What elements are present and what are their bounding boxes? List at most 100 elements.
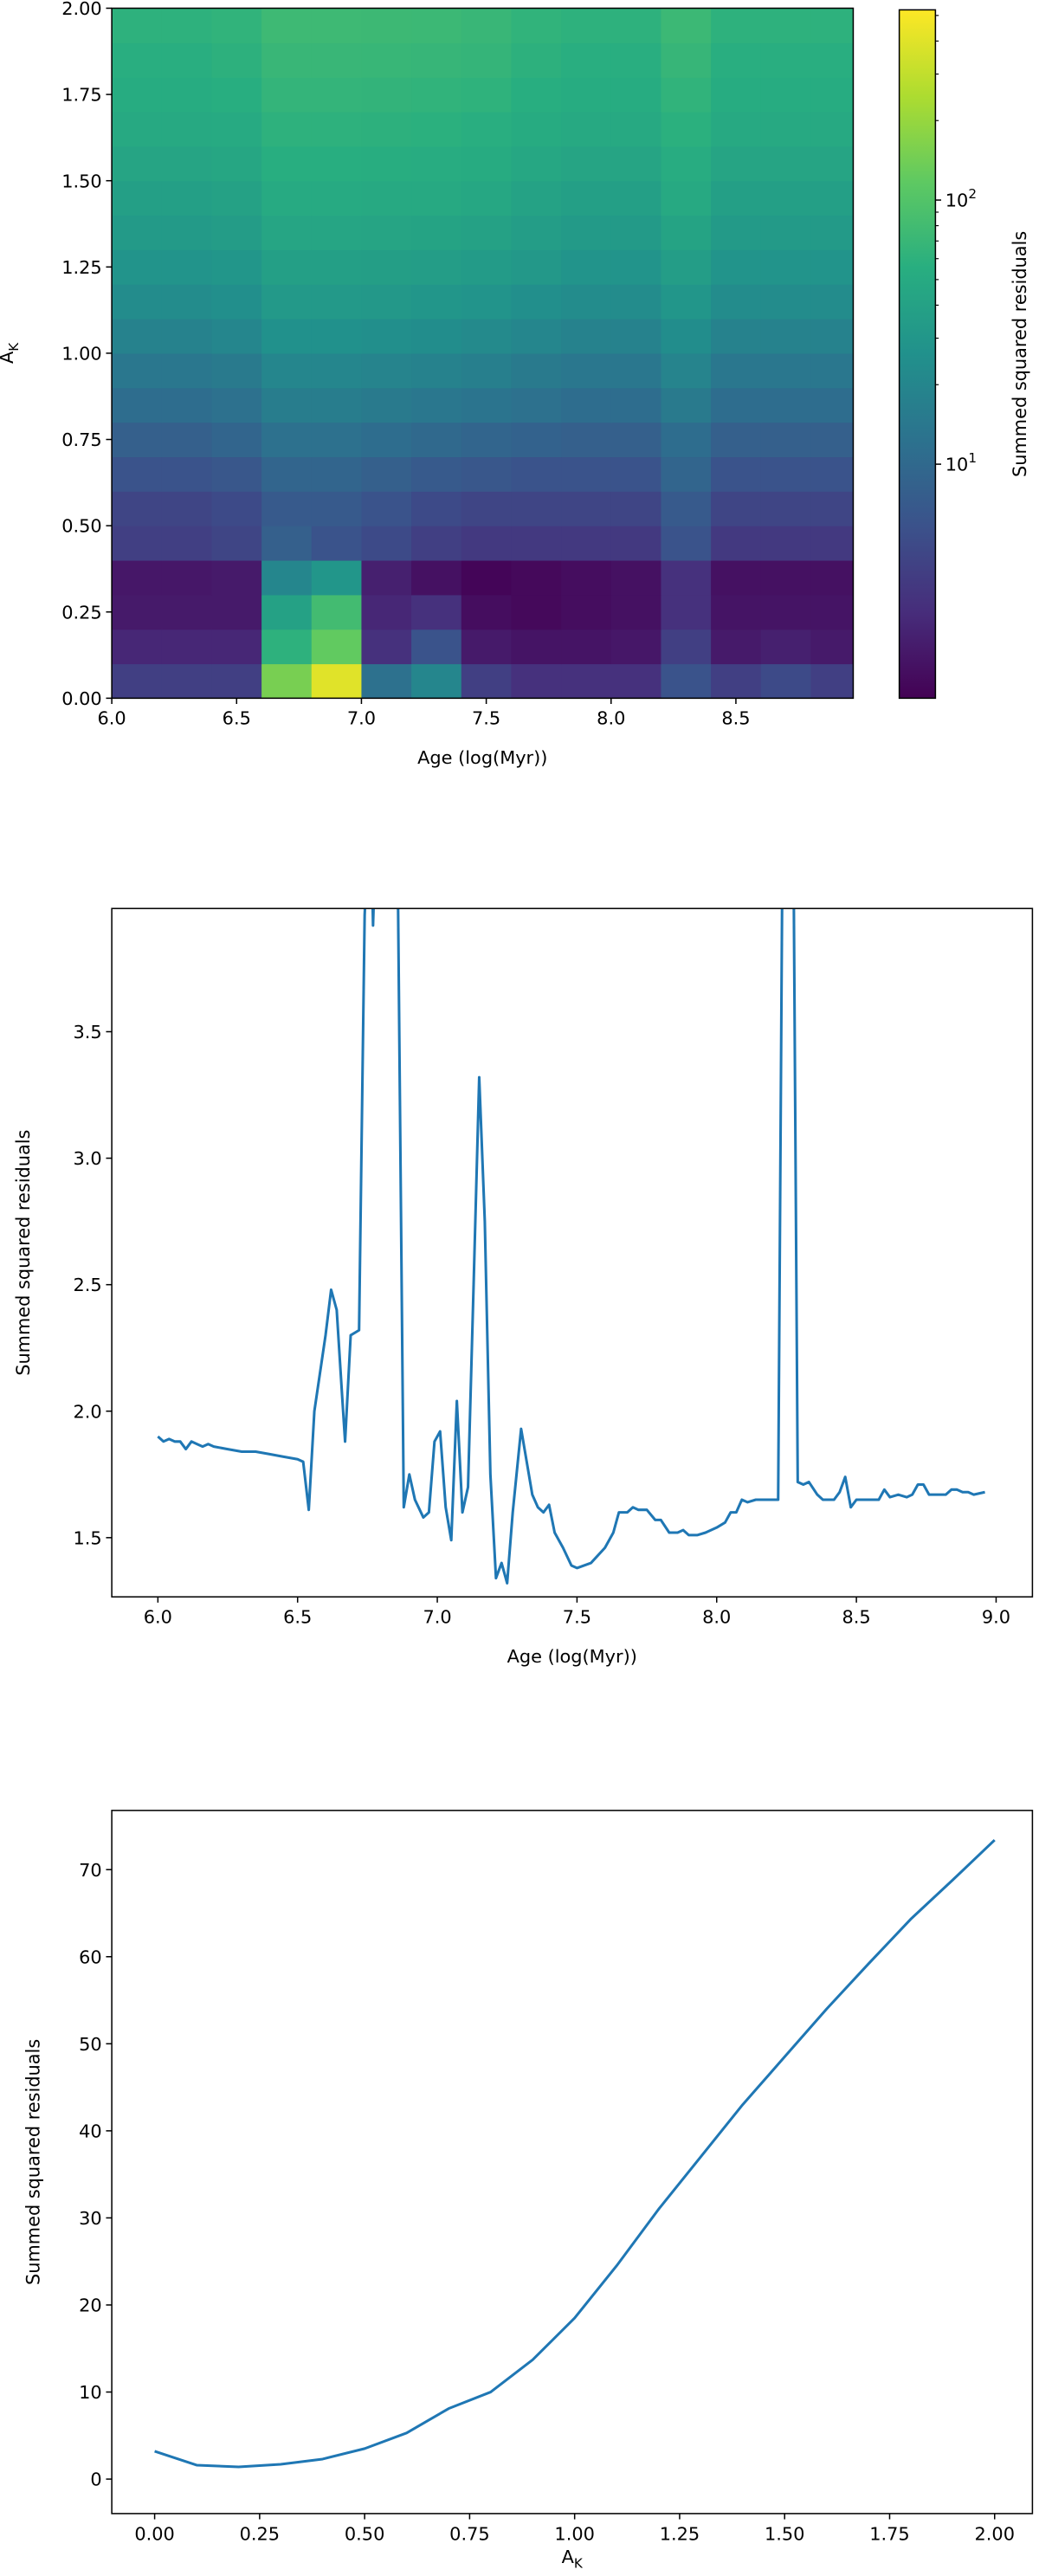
heat-cell [610,319,662,354]
heat-cell [211,77,262,113]
heat-cell [261,112,313,147]
heat-cell [610,112,662,147]
heat-cell [311,249,363,285]
heat-cell [361,112,412,147]
heat-cell [610,594,662,630]
heat-cell [511,112,562,147]
heat-cell [711,526,762,561]
heat-cell [760,112,811,147]
heat-cell [112,249,163,285]
heat-cell [361,559,412,596]
heat-cell [810,352,854,389]
y-tick-label: 1.00 [61,344,101,365]
heat-cell [810,422,854,458]
heat-cell [161,456,213,492]
heat-cell [311,491,363,526]
heat-cell [461,249,513,285]
heat-cell [261,249,313,285]
y-tick-label: 60 [79,1947,102,1967]
heat-cell [361,249,412,285]
heat-cell [211,319,262,354]
heat-cell [461,559,513,596]
heat-cell [361,456,412,492]
heat-cell [112,594,163,630]
x-axis-label: Age (log(Myr)) [507,1646,637,1667]
x-tick-label: 8.0 [597,708,625,729]
y-tick-label: 0.75 [61,429,101,450]
heat-cell [810,145,854,182]
heat-cell [711,180,762,216]
x-tick-label: 8.5 [721,708,750,729]
heat-cell [161,249,213,285]
plot-area [157,908,985,1585]
heat-cell [511,180,562,216]
heat-cell [112,422,163,458]
heat-cell [661,42,712,78]
heat-cell [261,663,313,699]
heat-cell [711,456,762,492]
heat-cell [411,594,462,630]
heat-cell [711,559,762,596]
heat-cell [760,215,811,250]
heat-cell [511,8,562,43]
heat-cell [161,594,213,630]
heat-cell [261,8,313,43]
heat-cell [760,491,811,526]
heat-cell [461,629,513,665]
heat-cell [561,180,612,216]
heat-cell [161,526,213,561]
heat-cell [361,8,412,43]
heat-cell [112,629,163,665]
heat-cell [461,180,513,216]
heat-cell [411,456,462,492]
heat-cell [211,284,262,320]
heat-cell [161,559,213,596]
heat-cell [661,629,712,665]
heat-cell [760,249,811,285]
heat-cell [711,352,762,389]
heat-cell [711,8,762,43]
heat-cell [261,629,313,665]
heat-cell [161,352,213,389]
heat-cell [411,215,462,250]
heat-cell [211,215,262,250]
heat-cell [711,663,762,699]
heat-cell [561,215,612,250]
heat-cell [112,8,163,43]
heat-cell [610,249,662,285]
heat-cell [411,249,462,285]
heat-cell [610,77,662,113]
heat-cell [661,559,712,596]
heat-cell [760,594,811,630]
heat-cell [361,42,412,78]
x-tick-label: 0.50 [345,2523,384,2544]
heat-cell [661,215,712,250]
heat-cell [161,145,213,182]
heat-cell [211,42,262,78]
heat-cell [361,180,412,216]
heat-cell [261,387,313,423]
heat-cell [411,112,462,147]
heat-cell [161,319,213,354]
heat-cell [411,526,462,561]
colorbar-label: Summed squared residuals [1010,231,1030,477]
y-tick-label: 2.5 [74,1275,102,1295]
heat-cell [711,422,762,458]
heat-cell [161,629,213,665]
heat-cell [511,526,562,561]
heat-cell [760,284,811,320]
heat-cell [361,352,412,389]
heat-cell [261,215,313,250]
y-tick-label: 2.00 [61,0,101,19]
heat-cell [760,77,811,113]
heat-cell [760,629,811,665]
line [157,908,985,1585]
x-tick-label: 6.0 [98,708,126,729]
heat-cell [561,8,612,43]
heat-cell [760,456,811,492]
heat-cell [261,559,313,596]
heat-cell [561,559,612,596]
heat-cell [211,387,262,423]
x-axis-label: Age (log(Myr)) [417,747,547,768]
heat-cell [112,491,163,526]
